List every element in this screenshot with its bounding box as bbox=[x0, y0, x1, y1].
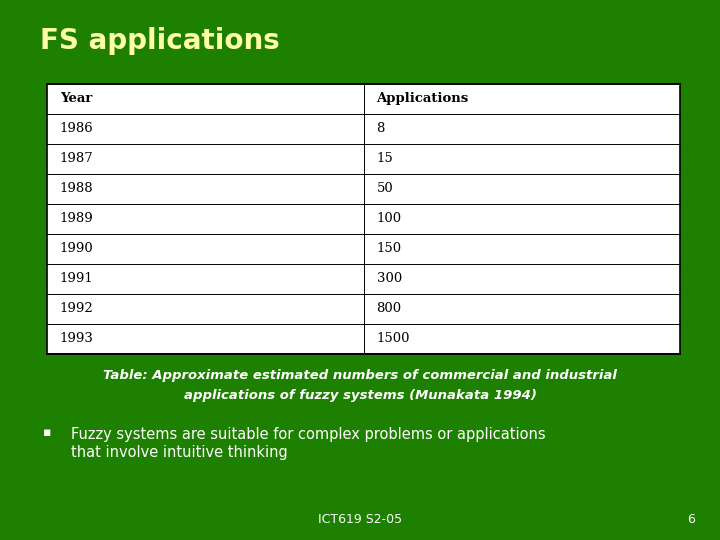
Text: 150: 150 bbox=[377, 242, 402, 255]
Text: applications of fuzzy systems (Munakata 1994): applications of fuzzy systems (Munakata … bbox=[184, 389, 536, 402]
Text: 1992: 1992 bbox=[60, 302, 94, 315]
Text: 1500: 1500 bbox=[377, 332, 410, 345]
Text: ICT619 S2-05: ICT619 S2-05 bbox=[318, 513, 402, 526]
Text: FS applications: FS applications bbox=[40, 27, 279, 55]
Text: ▪: ▪ bbox=[43, 426, 52, 438]
Text: 1986: 1986 bbox=[60, 122, 94, 135]
Text: 1993: 1993 bbox=[60, 332, 94, 345]
Text: 100: 100 bbox=[377, 212, 402, 225]
Text: 800: 800 bbox=[377, 302, 402, 315]
Text: Year: Year bbox=[60, 92, 92, 105]
FancyBboxPatch shape bbox=[47, 84, 680, 354]
Text: 1987: 1987 bbox=[60, 152, 94, 165]
Text: 15: 15 bbox=[377, 152, 393, 165]
Text: 1991: 1991 bbox=[60, 272, 94, 285]
Text: 8: 8 bbox=[377, 122, 385, 135]
Text: 1990: 1990 bbox=[60, 242, 94, 255]
Text: 1988: 1988 bbox=[60, 182, 94, 195]
Text: Fuzzy systems are suitable for complex problems or applications: Fuzzy systems are suitable for complex p… bbox=[71, 427, 545, 442]
Text: 6: 6 bbox=[687, 513, 695, 526]
Text: 50: 50 bbox=[377, 182, 393, 195]
Text: that involve intuitive thinking: that involve intuitive thinking bbox=[71, 445, 287, 460]
Text: Applications: Applications bbox=[377, 92, 469, 105]
Text: 300: 300 bbox=[377, 272, 402, 285]
Text: Table: Approximate estimated numbers of commercial and industrial: Table: Approximate estimated numbers of … bbox=[103, 369, 617, 382]
Text: 1989: 1989 bbox=[60, 212, 94, 225]
